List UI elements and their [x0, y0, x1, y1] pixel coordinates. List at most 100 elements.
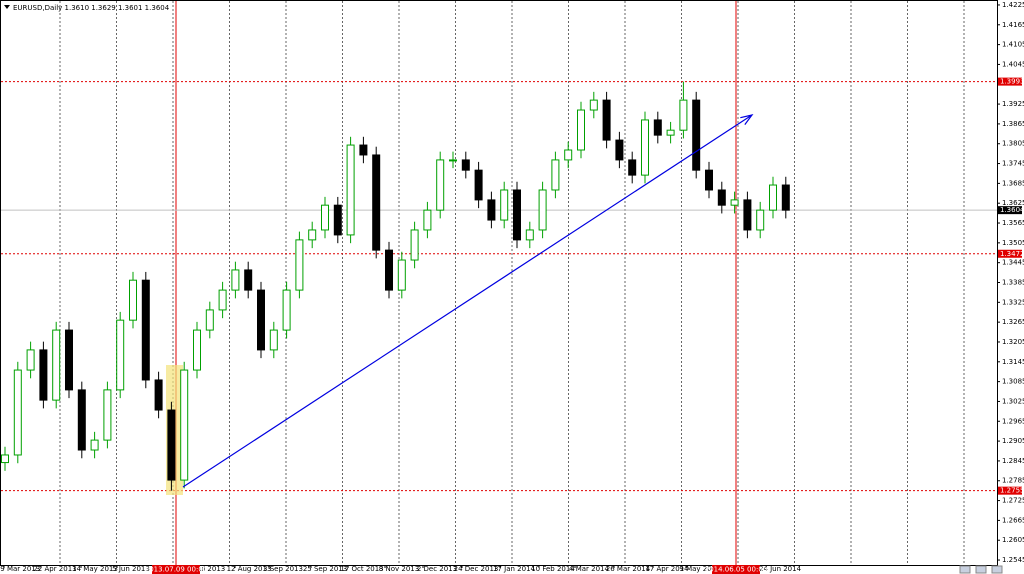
candle-body [385, 249, 393, 291]
y-tick-label: 1.4165 [1002, 21, 1024, 29]
marker-label-box [712, 565, 760, 574]
candle-body [282, 289, 291, 331]
x-tick-label: 25 Sep 2013 [303, 565, 347, 573]
x-tick-label: 17 Apr 2014 [645, 565, 689, 573]
candle-body [577, 109, 585, 151]
x-tick-label: 22 Apr 2013 [33, 565, 76, 573]
x-tick-label: 9 May 2014 [679, 565, 721, 573]
candle-body [692, 99, 701, 171]
candle-body [756, 209, 765, 231]
trendline [182, 114, 753, 488]
x-tick-label: 29 Mar 2013 [0, 565, 40, 573]
candle-body [154, 379, 163, 411]
candle-body [513, 189, 521, 241]
y-tick-label: 1.2545 [1002, 556, 1024, 564]
candle-body [589, 99, 598, 111]
candle-body [743, 199, 752, 231]
candle-body [1, 454, 9, 464]
x-tick-label: 10 Feb 2014 [531, 565, 575, 573]
candle-body [13, 369, 22, 456]
y-tick-label: 1.3925 [1002, 100, 1024, 108]
candle-body [103, 389, 112, 441]
candle-body [730, 199, 739, 206]
scroll-button[interactable] [975, 565, 987, 574]
y-tick-label: 1.3325 [1002, 298, 1024, 306]
candle-body [705, 169, 713, 191]
x-tick-label: 26 Mar 2014 [606, 565, 651, 573]
candle-body [449, 159, 457, 162]
candle-body [129, 279, 137, 321]
candle-body [564, 149, 573, 161]
candle-body [205, 309, 214, 331]
marker-label: 2013.07.09 00:00 [145, 566, 207, 574]
candle-body [218, 289, 227, 311]
y-tick-label: 1.4225 [1002, 1, 1024, 9]
scroll-button[interactable] [991, 565, 1003, 574]
y-tick-label: 1.3205 [1002, 338, 1024, 346]
level-label-box [998, 77, 1022, 86]
y-tick-label: 1.2605 [1002, 536, 1024, 544]
candle-body [231, 269, 240, 291]
candle-body [615, 139, 624, 161]
marker-label-box [152, 565, 200, 574]
y-tick-label: 1.3445 [1002, 259, 1024, 267]
candle-body [436, 159, 445, 211]
candle-body [781, 184, 790, 211]
level-label: 1.3993 [1000, 78, 1024, 86]
candle-body [346, 144, 355, 236]
candle-body [90, 439, 99, 451]
candle-body [474, 169, 483, 201]
candle-body [52, 329, 61, 401]
menu-icon[interactable] [4, 5, 10, 9]
level-label-box [998, 486, 1022, 495]
candle-body [525, 229, 534, 241]
y-tick-label: 1.2665 [1002, 516, 1024, 524]
candle-body [487, 199, 496, 221]
candle-body [295, 239, 304, 291]
y-tick-label: 1.3085 [1002, 378, 1024, 386]
candle-body [551, 159, 560, 191]
candle-body [602, 99, 611, 141]
y-tick-label: 1.3505 [1002, 239, 1024, 247]
chart-title: EURUSD,Daily 1.3610 1.3629 1.3601 1.3604 [13, 4, 170, 12]
y-tick-label: 1.3025 [1002, 397, 1024, 405]
x-tick-label: 17 Oct 2013 [340, 565, 383, 573]
trendline-arrow [740, 114, 754, 125]
y-tick-label: 1.3805 [1002, 140, 1024, 148]
candle-body [769, 184, 777, 211]
candle-body [717, 189, 726, 206]
candle-body [65, 329, 73, 391]
candle-body [653, 119, 662, 136]
y-tick-label: 1.2785 [1002, 477, 1024, 485]
candle-body [141, 279, 150, 381]
y-tick-label: 1.3865 [1002, 120, 1024, 128]
candle-body [679, 99, 688, 131]
y-tick-label: 1.4045 [1002, 60, 1024, 68]
y-tick-label: 1.4105 [1002, 41, 1024, 49]
y-tick-label: 1.2845 [1002, 457, 1024, 465]
x-tick-label: 4 Mar 2014 [569, 565, 609, 573]
scroll-button[interactable] [959, 565, 971, 574]
y-tick-label: 1.2725 [1002, 497, 1024, 505]
candle-body [628, 159, 637, 176]
candle-body [77, 389, 86, 451]
y-tick-label: 1.3145 [1002, 358, 1024, 366]
current-price-label: 1.3604 [1000, 206, 1024, 214]
candle-body [308, 229, 317, 241]
y-tick-label: 1.3685 [1002, 179, 1024, 187]
candle-body [180, 369, 189, 481]
candle-body [193, 329, 201, 371]
y-tick-label: 1.3265 [1002, 318, 1024, 326]
y-tick-label: 1.2965 [1002, 417, 1024, 425]
candle-body [372, 154, 381, 251]
candle-body [666, 129, 675, 136]
candle-body [26, 349, 35, 371]
level-label: 1.2755 [1000, 487, 1024, 495]
y-tick-label: 1.3565 [1002, 219, 1024, 227]
candle-body [538, 189, 547, 231]
marker-label: 2014.06.05 00:00 [705, 566, 767, 574]
x-tick-label: 24 Jun 2014 [759, 565, 802, 573]
x-tick-label: Jul 2013 [196, 565, 226, 573]
candle-body [359, 144, 368, 156]
